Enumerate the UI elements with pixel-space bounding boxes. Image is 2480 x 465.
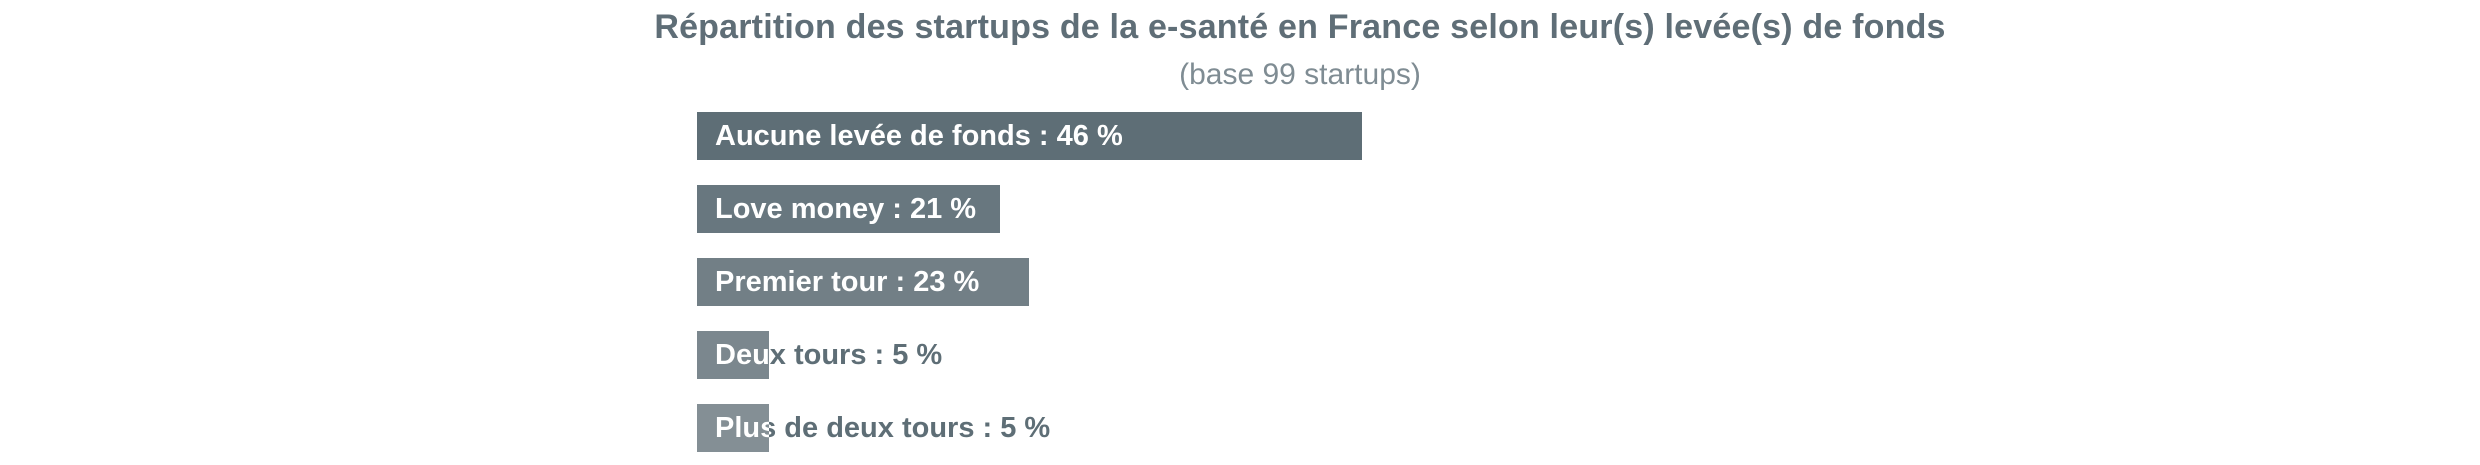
bar-label-clip-4: Deux tours : 5 %: [697, 331, 769, 379]
bar-label-inside-4: Deux tours : 5 %: [715, 339, 769, 371]
bar-label-clip-5: Plus de deux tours : 5 %: [697, 404, 769, 452]
bar-3: [697, 258, 1029, 306]
bar-1: [697, 112, 1362, 160]
bar-label-clip-3: Premier tour : 23 %: [697, 258, 1029, 306]
bar-4: [697, 331, 769, 379]
bar-label-inside-5: Plus de deux tours : 5 %: [715, 412, 769, 444]
bar-2: [697, 185, 1000, 233]
bar-5: [697, 404, 769, 452]
bar-label-inside-3: Premier tour : 23 %: [715, 266, 980, 298]
bar-label-clip-2: Love money : 21 %: [697, 185, 1000, 233]
bar-label-1: Aucune levée de fonds : 46 %: [715, 120, 1123, 152]
bar-label-3: Premier tour : 23 %: [715, 266, 980, 298]
bar-label-4: Deux tours : 5 %: [715, 339, 943, 371]
chart-title: Répartition des startups de la e-santé e…: [654, 8, 1946, 46]
chart-subtitle: (base 99 startups): [1179, 58, 1421, 91]
bar-label-inside-2: Love money : 21 %: [715, 193, 977, 225]
bar-label-clip-1: Aucune levée de fonds : 46 %: [697, 112, 1362, 160]
bar-label-5: Plus de deux tours : 5 %: [715, 412, 1051, 444]
bar-label-2: Love money : 21 %: [715, 193, 977, 225]
bar-label-inside-1: Aucune levée de fonds : 46 %: [715, 120, 1123, 152]
